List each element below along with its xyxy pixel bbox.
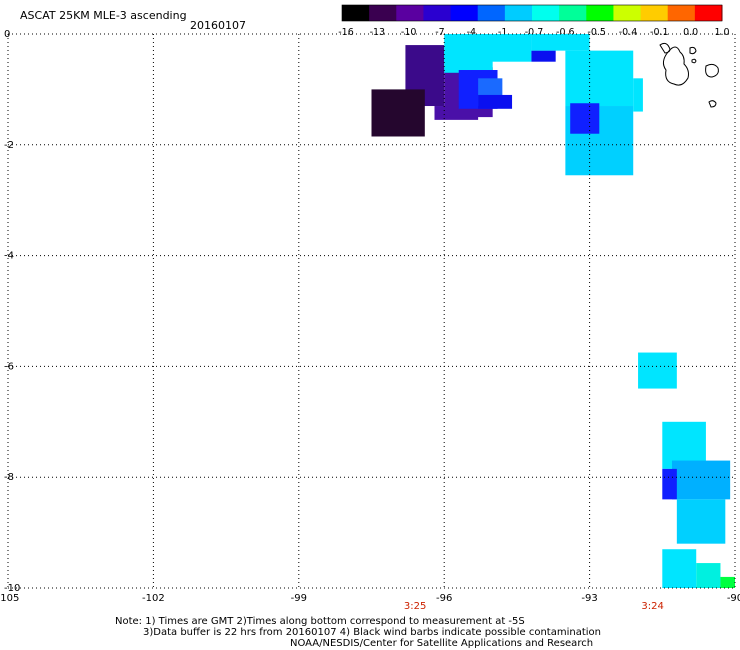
y-tick-label: -4 <box>4 251 14 262</box>
data-cell <box>531 34 590 51</box>
x-tick-label: -99 <box>291 593 307 604</box>
data-cell <box>662 549 697 588</box>
colorbar-swatch <box>559 5 587 21</box>
colorbar-label: -4 <box>467 27 476 38</box>
data-cell <box>444 34 532 62</box>
footer-note-2: 3)Data buffer is 22 hrs from 20160107 4)… <box>143 627 601 638</box>
data-cells <box>371 34 735 588</box>
time-labels: 3:25 3:24 <box>404 601 664 612</box>
colorbar-swatch <box>477 5 506 21</box>
colorbar-frame <box>341 4 723 22</box>
colorbar-label: -16 <box>338 27 354 38</box>
y-tick-label: -8 <box>4 472 14 483</box>
y-tick-label: 0 <box>4 29 10 40</box>
time-label: 3:24 <box>641 601 663 612</box>
y-tick-label: -6 <box>4 361 14 372</box>
chart-title: ASCAT 25KM MLE-3 ascending <box>20 9 187 22</box>
colorbar-label: -10 <box>401 27 417 38</box>
colorbar-label: -0.7 <box>525 27 544 38</box>
data-cell <box>565 50 634 107</box>
footer-credit: NOAA/NESDIS/Center for Satellite Applica… <box>290 638 594 649</box>
data-cell <box>478 94 513 109</box>
data-cell <box>671 460 731 500</box>
colorbar-label: -0.5 <box>587 27 606 38</box>
x-tick-label: -102 <box>142 593 165 604</box>
chart-date: 20160107 <box>190 19 246 32</box>
colorbar: -16 -13 -10 -7 -4 -1 -0.7 -0.6 -0.5 -0.4 -0.1 0.0 1.… <box>338 4 730 38</box>
data-cell <box>570 103 600 134</box>
y-tick-labels: 0 -2 -4 -6 -8 -10 <box>4 29 20 594</box>
time-label: 3:25 <box>404 601 426 612</box>
colorbar-swatch <box>504 5 533 21</box>
colorbar-label: -0.4 <box>619 27 638 38</box>
data-cell <box>434 106 479 120</box>
colorbar-swatch <box>667 5 696 21</box>
x-tick-label: -96 <box>436 593 452 604</box>
island-outline <box>659 42 719 108</box>
data-cell <box>720 576 735 588</box>
data-cell <box>633 78 643 112</box>
data-cell <box>638 352 677 389</box>
data-cell <box>371 89 425 137</box>
grid-lines <box>7 33 736 589</box>
colorbar-swatch <box>342 5 370 21</box>
data-cell <box>696 563 721 588</box>
colorbar-label: -7 <box>435 27 444 38</box>
x-tick-label: -105 <box>0 593 19 604</box>
data-cell <box>662 468 677 500</box>
x-tick-label: -90 <box>727 593 740 604</box>
colorbar-label: -0.6 <box>556 27 575 38</box>
colorbar-label: -0.1 <box>650 27 669 38</box>
y-tick-label: -10 <box>4 583 20 594</box>
data-cell <box>676 499 726 544</box>
footer-note-1: Note: 1) Times are GMT 2)Times along bot… <box>115 616 525 627</box>
colorbar-swatch <box>423 5 452 21</box>
colorbar-swatch <box>613 5 642 21</box>
colorbar-swatch <box>532 5 560 21</box>
colorbar-label: -13 <box>370 27 386 38</box>
x-tick-label: -93 <box>581 593 597 604</box>
colorbar-label: 1.0 <box>714 27 729 38</box>
colorbar-label: -1 <box>498 27 507 38</box>
colorbar-swatch <box>396 5 424 21</box>
colorbar-swatch <box>450 5 479 21</box>
y-tick-label: -2 <box>4 140 14 151</box>
colorbar-swatch <box>586 5 614 21</box>
data-cell <box>531 50 556 62</box>
colorbar-swatch <box>694 5 723 21</box>
colorbar-swatch <box>640 5 669 21</box>
x-tick-labels: -105 -102 -99 -96 -93 -90 <box>0 593 740 604</box>
colorbar-swatch <box>369 5 397 21</box>
colorbar-label: 0.0 <box>683 27 698 38</box>
